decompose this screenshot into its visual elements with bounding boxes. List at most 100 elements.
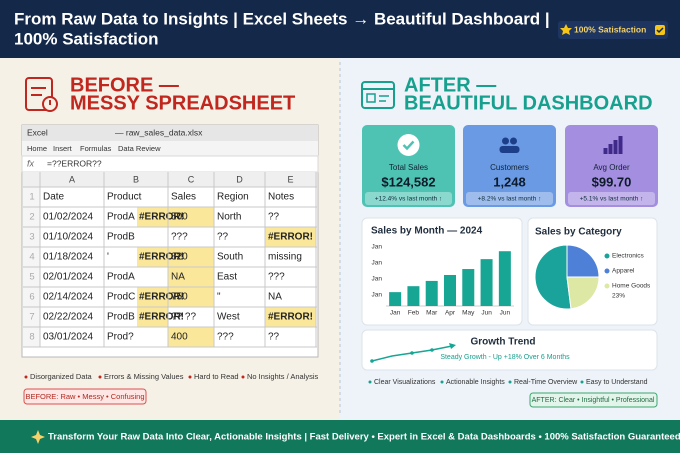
cell-highlight xyxy=(168,287,214,307)
bar xyxy=(425,280,438,306)
app-name: Excel xyxy=(27,127,48,137)
kpi-icon xyxy=(402,140,415,151)
legend-label: Apparel xyxy=(612,268,635,275)
bar xyxy=(444,274,456,306)
cell-error: #ERROR! xyxy=(139,252,184,263)
footer-text: Transform Your Raw Data Into Clear, Acti… xyxy=(48,432,680,443)
bar xyxy=(462,269,475,306)
badge-text: 100% Satisfaction xyxy=(574,24,646,34)
cell: ??? xyxy=(217,332,234,343)
cell: NA xyxy=(171,272,185,283)
legend-label: Home Goods xyxy=(612,283,651,290)
legend-swatch xyxy=(604,268,610,274)
cell: East xyxy=(217,272,237,283)
col-header: D xyxy=(236,174,243,184)
bullet-dot xyxy=(440,380,444,384)
cell: 02/22/2024 xyxy=(43,312,93,323)
spreadsheet: Excel — raw_sales_data.xlsx fx =??ERROR?… xyxy=(21,124,319,358)
cell: 400 xyxy=(171,332,188,343)
title: From Raw Data to Insights | Excel Sheets… xyxy=(14,9,550,28)
kpi-change-bg xyxy=(365,192,452,205)
cell: Prod? xyxy=(107,332,134,343)
footer-bg xyxy=(0,420,680,453)
after-bullets: Clear Visualizations Actionable Insights R… xyxy=(368,379,648,386)
kpi-change: +12.4% vs last month ↑ xyxy=(375,196,442,203)
cell: 02/14/2024 xyxy=(43,292,93,303)
x-tick-label: Apr xyxy=(445,310,456,317)
cell: #ERROR! xyxy=(268,232,313,243)
col-header: A xyxy=(69,174,75,184)
kpi-label: Customers xyxy=(490,163,529,172)
x-tick-label: Jun xyxy=(500,310,511,317)
menu-item: Home xyxy=(27,144,47,153)
cell-error: #ERROR! xyxy=(139,292,184,303)
cell-error: #ERROR! xyxy=(139,312,184,323)
chart-title: Sales by Category xyxy=(535,227,622,238)
cell-highlight xyxy=(137,247,168,267)
after-icon xyxy=(361,81,395,109)
after-badge-bg xyxy=(529,392,658,408)
kpi-icon xyxy=(510,137,517,145)
cell: " xyxy=(217,292,221,303)
cell-highlight xyxy=(137,307,168,327)
x-tick-label: Jun xyxy=(481,310,492,317)
x-tick-label: Feb xyxy=(408,310,420,317)
cell: ProdB xyxy=(107,232,135,243)
cell: Sales xyxy=(171,192,196,203)
cell-error: #ERROR! xyxy=(139,212,184,223)
bullet-text: Clear Visualizations xyxy=(374,379,436,386)
legend-label: Electronics xyxy=(612,253,645,260)
x-tick-label: Jan xyxy=(390,310,401,317)
cell: ProdA xyxy=(107,212,135,223)
kpi-change-bg xyxy=(466,192,553,205)
col-header-bg xyxy=(23,172,317,187)
y-label: Jan xyxy=(372,244,383,251)
pie-slice xyxy=(566,276,600,310)
check-mark xyxy=(656,27,664,34)
cell-highlight xyxy=(168,207,214,227)
kpi-card xyxy=(362,125,455,207)
cell: 320 xyxy=(171,252,188,263)
cell: Date xyxy=(43,192,65,203)
before-heading: BEFORE — xyxy=(70,74,179,96)
kpi-value: 1,248 xyxy=(493,174,526,189)
kpi-change: +8.2% vs last month ↑ xyxy=(478,196,542,203)
cell: 750 xyxy=(171,292,188,303)
formula: =??ERROR?? xyxy=(47,158,102,168)
col-header: E xyxy=(287,174,293,184)
cell: 500 xyxy=(171,212,188,223)
pie-slice xyxy=(534,244,572,310)
bullet-text: Actionable Insights xyxy=(446,379,505,386)
cell: South xyxy=(217,252,243,263)
bar xyxy=(498,251,511,306)
bullet-text: Real-Time Overview xyxy=(514,379,578,386)
cell-highlight xyxy=(137,287,168,307)
bullet-dot xyxy=(580,380,584,384)
after-heading: AFTER — xyxy=(404,74,496,96)
growth-subtitle: Steady Growth - Up +18% Over 6 Months xyxy=(440,354,570,361)
fx-label: fx xyxy=(27,158,35,168)
kpi-icon xyxy=(502,137,509,145)
before-badge: BEFORE: Raw • Messy • Confusing xyxy=(25,392,144,401)
cell-highlight xyxy=(168,327,214,347)
cell: Product xyxy=(107,192,142,203)
cell: missing xyxy=(268,252,302,263)
before-badge-bg xyxy=(23,388,147,405)
cell: ProdA xyxy=(107,272,135,283)
cell-highlight xyxy=(265,227,316,247)
cell: ProdB xyxy=(107,312,135,323)
menu-item: Data Review xyxy=(118,144,161,153)
x-tick-label: Mar xyxy=(426,310,438,317)
legend-swatch xyxy=(604,253,610,259)
kpi-icon xyxy=(618,136,623,154)
cell: 02/01/2024 xyxy=(43,272,93,283)
cell: Notes xyxy=(268,192,294,203)
cell-highlight xyxy=(265,307,316,327)
cell: Region xyxy=(217,192,249,203)
cell: ' xyxy=(107,252,109,263)
cell: North xyxy=(217,212,241,223)
before-icon xyxy=(25,77,58,112)
menu-item: Formulas xyxy=(80,144,112,153)
cell: ??? xyxy=(268,272,285,283)
bullet-text: Disorganized Data xyxy=(30,372,93,381)
